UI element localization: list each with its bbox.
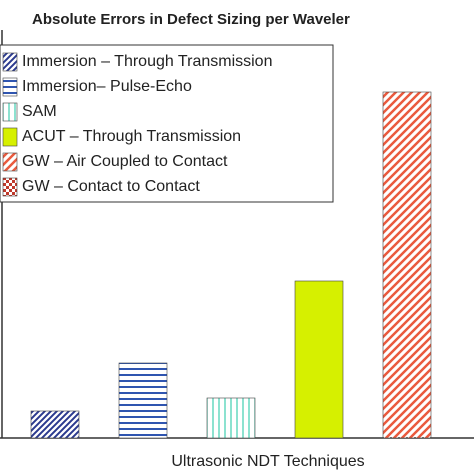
bar <box>206 397 256 439</box>
legend-swatch <box>2 152 18 172</box>
legend-label: GW – Contact to Contact <box>22 178 200 195</box>
legend-swatch <box>2 77 18 97</box>
bar <box>382 91 432 439</box>
legend <box>0 44 334 203</box>
bar <box>118 362 168 439</box>
legend-swatch <box>2 177 18 197</box>
bar <box>294 280 344 439</box>
legend-label: GW – Air Coupled to Contact <box>22 153 228 170</box>
legend-swatch <box>2 52 18 72</box>
legend-label: ACUT – Through Transmission <box>22 128 241 145</box>
bar <box>30 410 80 439</box>
legend-swatch <box>2 127 18 147</box>
chart-title: Absolute Errors in Defect Sizing per Wav… <box>32 11 350 28</box>
legend-label: Immersion – Through Transmission <box>22 53 272 70</box>
legend-label: SAM <box>22 103 57 120</box>
x-axis-label: Ultrasonic NDT Techniques <box>171 453 364 470</box>
legend-swatch <box>2 102 18 122</box>
legend-label: Immersion– Pulse-Echo <box>22 78 192 95</box>
